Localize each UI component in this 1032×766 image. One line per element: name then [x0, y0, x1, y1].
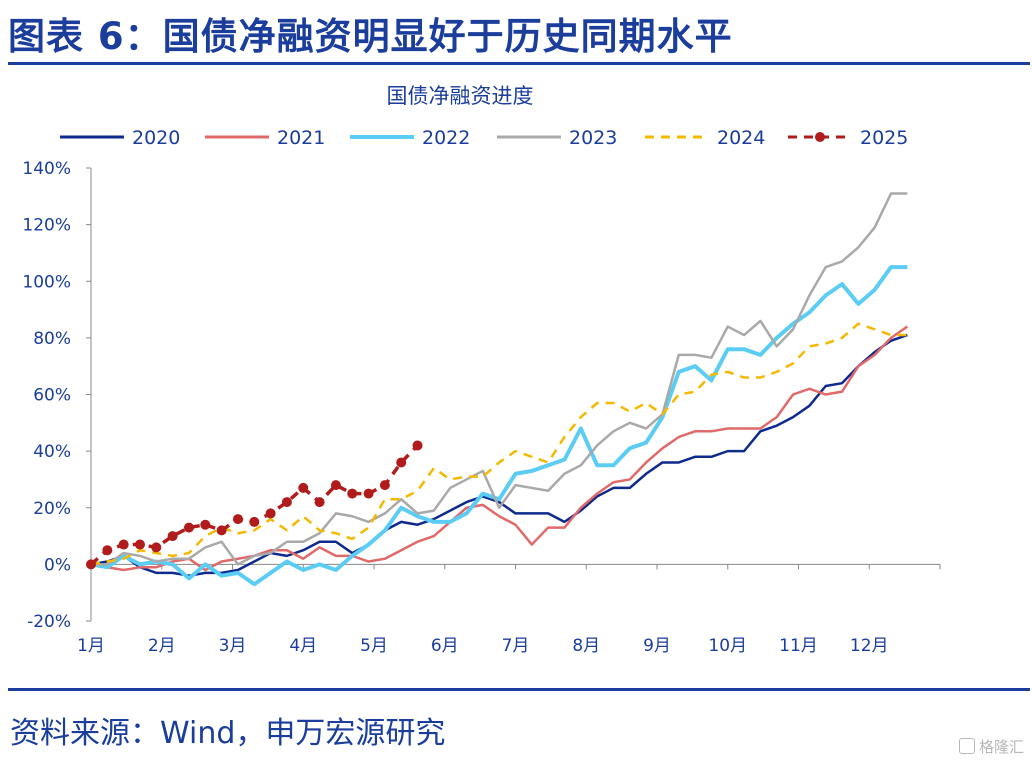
y-tick-label: 140% — [22, 159, 71, 179]
x-tick-label: 10月 — [708, 636, 747, 656]
y-tick-label: -20% — [27, 612, 71, 632]
watermark: 格隆汇 — [958, 736, 1024, 757]
series-point-2025 — [281, 497, 292, 508]
series-point-2025 — [102, 545, 113, 556]
watermark-text: 格隆汇 — [978, 738, 1024, 756]
x-tick-label: 8月 — [572, 636, 600, 656]
y-tick-label: 20% — [33, 499, 71, 519]
series-line-2020 — [90, 333, 908, 577]
chart-plot-area — [86, 192, 909, 587]
series-line-2021 — [90, 325, 909, 572]
x-tick-label: 1月 — [77, 636, 105, 656]
series-point-2025 — [216, 525, 227, 536]
series-point-2025 — [330, 480, 341, 491]
series-point-2025 — [200, 519, 211, 530]
footer-divider — [8, 688, 1030, 691]
series-point-2025 — [363, 488, 374, 499]
series-line-2023 — [91, 192, 908, 566]
legend-label-2021: 2021 — [277, 127, 325, 149]
y-tick-label: 40% — [33, 442, 71, 462]
y-tick-label: 0% — [44, 555, 71, 575]
x-tick-label: 9月 — [643, 636, 671, 656]
x-tick-label: 12月 — [850, 636, 889, 656]
y-tick-label: 60% — [33, 386, 71, 406]
x-tick-label: 7月 — [502, 636, 530, 656]
legend-label-2022: 2022 — [422, 127, 470, 149]
series-point-2025 — [151, 542, 162, 553]
watermark-logo-icon — [958, 738, 975, 754]
series-point-2025 — [232, 514, 243, 525]
series-point-2025 — [134, 539, 145, 550]
legend-label-2020: 2020 — [132, 127, 180, 149]
series-point-2025 — [118, 539, 129, 550]
source-note: 资料来源：Wind，申万宏源研究 — [10, 716, 446, 751]
chart-axes: -20% 0% 20% 40% 60% 80% 100% 120% 140% 1月 2月 3月 4月 5月… — [22, 159, 941, 656]
x-tick-label: 2月 — [148, 636, 176, 656]
series-point-2025 — [265, 508, 276, 519]
legend-label-2024: 2024 — [717, 127, 765, 149]
y-tick-label: 80% — [33, 329, 71, 349]
series-point-2025 — [249, 516, 260, 527]
y-tick-label: 120% — [22, 216, 71, 236]
y-tick-label: 100% — [22, 272, 71, 292]
legend-label-2023: 2023 — [569, 127, 617, 149]
title-divider — [8, 62, 1030, 65]
x-tick-label: 3月 — [219, 636, 247, 656]
figure-title: 图表 6：国债净融资明显好于历史同期水平 — [8, 15, 733, 58]
x-tick-label: 11月 — [779, 636, 818, 656]
chart-title: 国债净融资进度 — [387, 84, 534, 108]
legend-marker-2025 — [815, 132, 825, 142]
chart-legend: 2020 2021 2022 2023 2024 2025 — [60, 127, 908, 149]
legend-label-2025: 2025 — [860, 127, 908, 149]
x-tick-label: 4月 — [289, 636, 317, 656]
series-line-2024 — [90, 322, 908, 566]
series-point-2025 — [347, 488, 358, 499]
x-tick-label: 6月 — [431, 636, 459, 656]
series-point-2025 — [379, 480, 390, 491]
x-tick-label: 5月 — [360, 636, 388, 656]
series-point-2025 — [183, 522, 194, 533]
series-point-2025 — [396, 457, 407, 468]
series-line-2022 — [90, 265, 908, 587]
series-point-2025 — [298, 482, 309, 493]
financing-progress-chart: 国债净融资进度 2020 2021 2022 2023 2024 2025 -20% 0% 2… — [22, 84, 941, 656]
series-point-2025 — [86, 559, 96, 570]
series-point-2025 — [314, 497, 325, 508]
series-point-2025 — [167, 531, 178, 542]
series-point-2025 — [412, 440, 423, 451]
